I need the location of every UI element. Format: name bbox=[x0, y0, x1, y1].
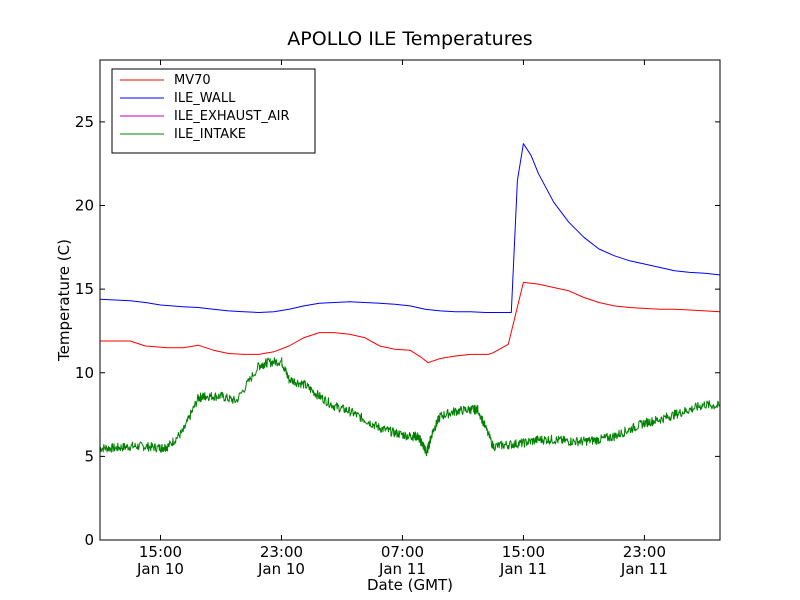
x-tick-label-date: Jan 11 bbox=[620, 560, 668, 578]
y-tick-label: 5 bbox=[84, 447, 94, 465]
y-tick-label: 15 bbox=[75, 280, 94, 298]
x-tick-label-date: Jan 10 bbox=[257, 560, 305, 578]
legend-entry-label: ILE_WALL bbox=[174, 91, 236, 106]
x-axis-label: Date (GMT) bbox=[367, 576, 453, 594]
x-tick-label-time: 15:00 bbox=[502, 543, 545, 561]
x-tick-label-time: 23:00 bbox=[623, 543, 666, 561]
chart-title: APOLLO ILE Temperatures bbox=[287, 28, 532, 50]
series-line-mv70 bbox=[100, 281, 720, 364]
y-axis-label: Temperature (C) bbox=[55, 239, 73, 362]
legend: MV70 ILE_WALL ILE_EXHAUST_AIR ILE_INTAKE bbox=[111, 68, 316, 154]
legend-entry-label: ILE_INTAKE bbox=[174, 127, 246, 142]
y-tick-label: 25 bbox=[75, 113, 94, 131]
legend-entry-label: ILE_EXHAUST_AIR bbox=[174, 109, 290, 124]
y-tick-label: 10 bbox=[75, 364, 94, 382]
legend-entry-label: MV70 bbox=[174, 73, 211, 88]
x-tick-label-time: 07:00 bbox=[381, 543, 424, 561]
x-tick-label-time: 23:00 bbox=[260, 543, 303, 561]
x-tick-label-time: 15:00 bbox=[139, 543, 182, 561]
x-tick-label-date: Jan 11 bbox=[378, 560, 426, 578]
y-tick-label: 0 bbox=[84, 531, 94, 549]
legend-box bbox=[111, 68, 316, 154]
x-tick-label-date: Jan 10 bbox=[136, 560, 184, 578]
series-line-ile-wall bbox=[100, 143, 720, 313]
plot-frame bbox=[99, 59, 721, 541]
y-tick-label: 20 bbox=[75, 197, 94, 215]
x-tick-label-date: Jan 11 bbox=[499, 560, 547, 578]
series-line-ile-intake bbox=[100, 357, 720, 457]
plot-area bbox=[100, 143, 720, 457]
